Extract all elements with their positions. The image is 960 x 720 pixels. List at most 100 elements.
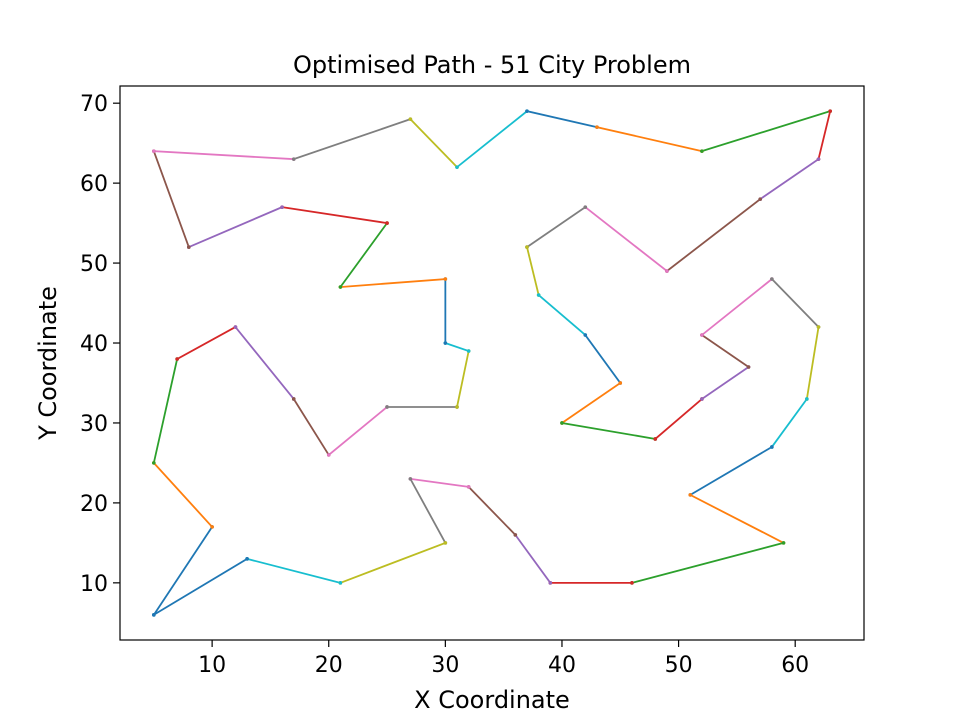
city-point xyxy=(513,533,518,537)
city-point xyxy=(583,333,588,337)
x-axis-label: X Coordinate xyxy=(414,686,570,714)
path-segment xyxy=(560,421,657,440)
city-point xyxy=(583,205,588,209)
city-point xyxy=(816,325,821,329)
city-point xyxy=(385,405,389,409)
city-point xyxy=(770,445,774,449)
city-point xyxy=(805,397,809,401)
chart-title: Optimised Path - 51 City Problem xyxy=(293,51,691,79)
city-point xyxy=(548,581,553,585)
path-segment xyxy=(444,341,470,353)
city-point xyxy=(816,157,821,161)
path-segment xyxy=(595,126,703,153)
city-point xyxy=(408,477,413,481)
path-segment xyxy=(246,557,342,584)
x-tick-label: 30 xyxy=(431,653,459,678)
path-segment xyxy=(584,205,669,273)
path-segment xyxy=(409,477,447,545)
path-segment xyxy=(187,205,284,249)
city-point xyxy=(828,109,832,113)
city-point xyxy=(280,205,284,209)
city-point xyxy=(665,269,669,273)
city-point xyxy=(700,149,704,153)
x-tick-label: 50 xyxy=(665,653,693,678)
y-tick-label: 10 xyxy=(80,572,108,597)
city-point xyxy=(233,325,238,329)
path-segment xyxy=(584,333,622,385)
city-point xyxy=(175,357,179,361)
city-point xyxy=(630,581,634,585)
path-segment xyxy=(700,277,774,337)
city-points xyxy=(152,109,832,617)
path-segment xyxy=(817,110,832,161)
path-segment xyxy=(292,118,412,161)
city-point xyxy=(525,109,529,113)
path-segment xyxy=(700,333,750,369)
city-point xyxy=(443,541,448,545)
x-tick-label: 10 xyxy=(198,653,226,678)
path-segment xyxy=(689,445,774,497)
city-point xyxy=(443,341,448,345)
city-point xyxy=(210,525,214,529)
city-point xyxy=(560,421,564,425)
path-segment xyxy=(175,325,237,361)
path-segment xyxy=(467,485,517,537)
city-point xyxy=(152,149,156,153)
y-axis: 10 20 30 40 50 60 70 xyxy=(80,92,120,597)
city-point xyxy=(770,277,774,281)
path-segment xyxy=(339,278,447,289)
city-point xyxy=(781,541,786,545)
path-segment xyxy=(560,381,622,425)
city-point xyxy=(443,277,448,281)
x-tick-label: 20 xyxy=(315,653,343,678)
city-point xyxy=(385,221,389,225)
path-segment xyxy=(630,541,785,584)
path-segment xyxy=(327,405,389,457)
city-point xyxy=(187,245,191,249)
plot-frame xyxy=(119,85,865,641)
city-point xyxy=(700,397,704,401)
city-point xyxy=(291,157,296,161)
y-tick-label: 50 xyxy=(80,252,108,277)
city-point xyxy=(758,197,763,201)
city-point xyxy=(700,333,704,337)
path-segment xyxy=(525,245,540,297)
city-point xyxy=(455,165,459,169)
y-tick-label: 30 xyxy=(80,412,108,437)
city-point xyxy=(152,613,156,617)
city-point xyxy=(653,437,658,441)
y-axis-label: Y Coordinate xyxy=(34,286,62,441)
path-segment xyxy=(700,365,750,401)
city-point xyxy=(536,293,541,297)
city-point xyxy=(466,485,471,489)
path-segment xyxy=(537,293,587,337)
x-tick-label: 40 xyxy=(548,653,576,678)
path-segment xyxy=(805,325,820,401)
city-point xyxy=(618,381,623,385)
path-segment xyxy=(514,533,552,585)
path-segment xyxy=(409,117,459,169)
path-segment xyxy=(152,525,214,617)
path-segment xyxy=(152,150,295,161)
path-segment xyxy=(770,277,820,329)
x-tick-label: 60 xyxy=(781,653,809,678)
path-segment xyxy=(152,461,214,529)
path-segment xyxy=(409,477,470,488)
y-tick-label: 20 xyxy=(80,492,108,517)
path-segment xyxy=(152,557,249,617)
city-point xyxy=(455,405,459,409)
city-point xyxy=(152,461,156,465)
path-segment xyxy=(339,221,389,289)
city-point xyxy=(291,397,296,401)
path-segment xyxy=(758,157,820,201)
city-point xyxy=(746,365,751,369)
city-point xyxy=(595,125,599,129)
path-segment xyxy=(653,397,704,441)
city-point xyxy=(245,557,249,561)
path-segment xyxy=(292,397,330,457)
path-segment xyxy=(525,110,599,129)
path-segment xyxy=(665,197,762,273)
city-point xyxy=(525,245,529,249)
